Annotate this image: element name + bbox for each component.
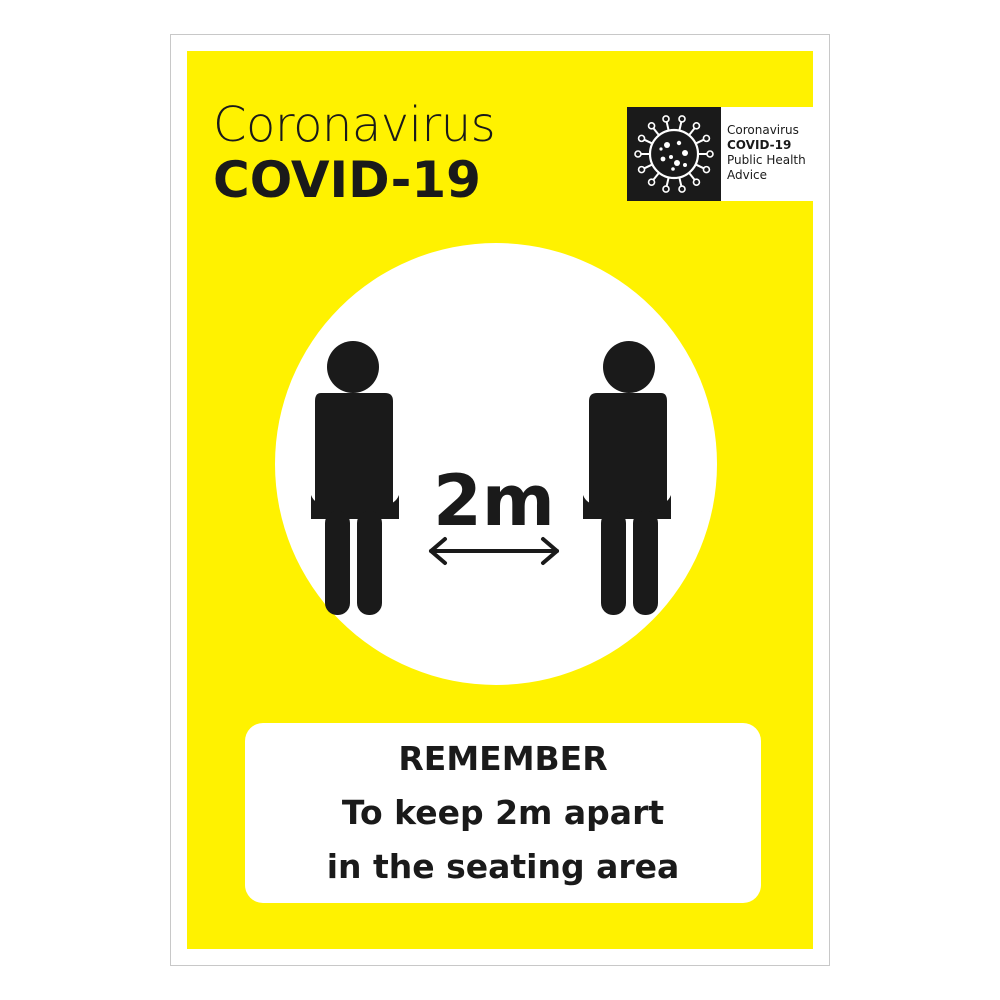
badge-line-covid: COVID-19: [727, 138, 792, 152]
title-covid-19: COVID-19: [213, 151, 481, 209]
virus-icon: [627, 107, 721, 201]
message-seating-area: in the seating area: [326, 847, 680, 886]
public-health-badge: Coronavirus COVID-19 Public Health Advic…: [627, 107, 813, 201]
message-remember: REMEMBER: [398, 739, 608, 778]
sign-sheet: Coronavirus COVID-19 Coronavirus COVID-1…: [170, 34, 830, 966]
poster-background: Coronavirus COVID-19 Coronavirus COVID-1…: [187, 51, 813, 949]
badge-line-advice: Advice: [727, 168, 768, 182]
distancing-pictogram: 2m: [275, 243, 717, 685]
seated-person-icon: [311, 341, 399, 615]
badge-line-coronavirus: Coronavirus: [727, 123, 799, 137]
badge-line-public-health: Public Health: [727, 153, 806, 167]
double-arrow-icon: [429, 537, 559, 565]
seated-person-icon: [583, 341, 671, 615]
badge-text: Coronavirus COVID-19 Public Health Advic…: [727, 123, 811, 183]
distance-label: 2m: [433, 460, 555, 542]
title-coronavirus: Coronavirus: [213, 97, 496, 153]
message-panel: REMEMBER To keep 2m apart in the seating…: [245, 723, 761, 903]
message-keep-apart: To keep 2m apart: [341, 793, 665, 832]
